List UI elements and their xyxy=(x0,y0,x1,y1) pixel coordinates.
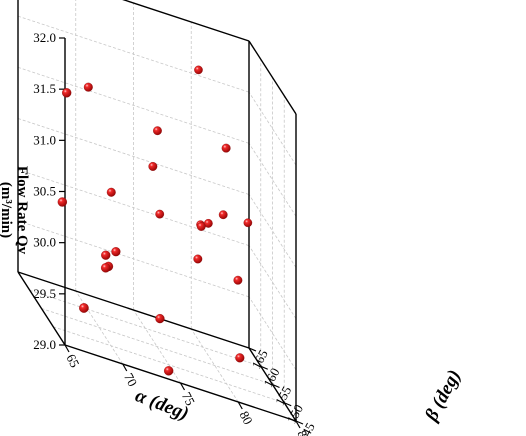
z-tick-label: 30.0 xyxy=(33,235,56,250)
tick-mark xyxy=(272,383,280,389)
data-point xyxy=(111,247,121,257)
x-tick-label: 70 xyxy=(121,371,140,389)
tick-mark xyxy=(295,420,304,425)
tick-mark xyxy=(248,347,257,352)
data-point xyxy=(218,210,228,220)
axis-ticks: 657075808514515015516016529.029.530.030.… xyxy=(33,30,318,436)
grid-line xyxy=(41,308,273,385)
data-point xyxy=(196,222,206,231)
z-tick-label: 32.0 xyxy=(33,30,56,45)
tick-mark xyxy=(64,344,70,353)
data-point xyxy=(100,263,111,273)
z-tick-label: 31.0 xyxy=(33,132,56,147)
z-tick-label: 30.5 xyxy=(33,184,56,199)
z-tick-label: 29.0 xyxy=(33,337,56,352)
axis-labels: α (deg) β (deg) Flow Rate Qv (m³/min) xyxy=(0,166,465,425)
grid-line xyxy=(17,169,250,247)
grid-line xyxy=(248,245,297,319)
grid-line xyxy=(17,66,250,144)
data-point xyxy=(221,143,231,153)
axis-frame-line xyxy=(248,40,297,115)
data-point xyxy=(235,353,245,363)
data-point xyxy=(57,197,68,207)
x-tick-label: 75 xyxy=(179,390,198,408)
tick-mark xyxy=(179,382,186,391)
data-point xyxy=(62,88,72,98)
z-axis-label-line2: (m³/min) xyxy=(0,182,14,238)
data-point xyxy=(148,162,158,171)
grid-line xyxy=(248,143,297,217)
data-point xyxy=(83,82,93,92)
x-tick-label: 80 xyxy=(237,409,256,427)
grid-line xyxy=(75,290,124,365)
tick-mark xyxy=(260,365,268,370)
tick-mark xyxy=(237,401,243,410)
grid-line xyxy=(248,91,297,166)
data-point xyxy=(155,314,165,324)
data-point xyxy=(79,303,89,313)
grid-line xyxy=(248,296,297,371)
grid-line xyxy=(133,309,181,384)
z-tick-label: 29.5 xyxy=(33,286,56,301)
axis-frame-line xyxy=(17,271,250,349)
grid-line xyxy=(17,220,250,298)
grid-line xyxy=(17,118,250,195)
tick-mark xyxy=(295,420,301,429)
tick-mark xyxy=(122,363,128,372)
z-tick-label: 31.5 xyxy=(33,81,56,96)
grid-line xyxy=(248,194,297,268)
y-axis-label: β (deg) xyxy=(421,366,466,425)
data-point xyxy=(233,275,243,285)
axis-frame-line xyxy=(17,271,66,346)
grid-line xyxy=(190,328,239,403)
grid-line xyxy=(29,289,261,367)
data-points xyxy=(57,65,253,376)
data-point xyxy=(163,366,174,376)
x-tick-label: 65 xyxy=(63,352,82,370)
grid-line xyxy=(53,326,285,404)
data-point xyxy=(243,218,253,228)
data-point xyxy=(153,126,162,136)
data-point xyxy=(106,187,116,197)
tick-mark xyxy=(284,402,292,407)
data-point xyxy=(194,65,203,75)
data-point xyxy=(155,209,165,219)
x-tick-label: 85 xyxy=(294,428,313,436)
data-point xyxy=(193,254,203,264)
x-axis-label: α (deg) xyxy=(132,385,191,424)
axis-frame-line xyxy=(122,0,250,42)
data-point xyxy=(101,250,111,260)
grid-line xyxy=(17,15,250,93)
z-axis-label-line1: Flow Rate Qv xyxy=(14,166,30,255)
